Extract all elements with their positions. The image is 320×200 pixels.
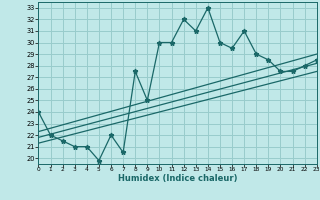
X-axis label: Humidex (Indice chaleur): Humidex (Indice chaleur) [118,174,237,183]
